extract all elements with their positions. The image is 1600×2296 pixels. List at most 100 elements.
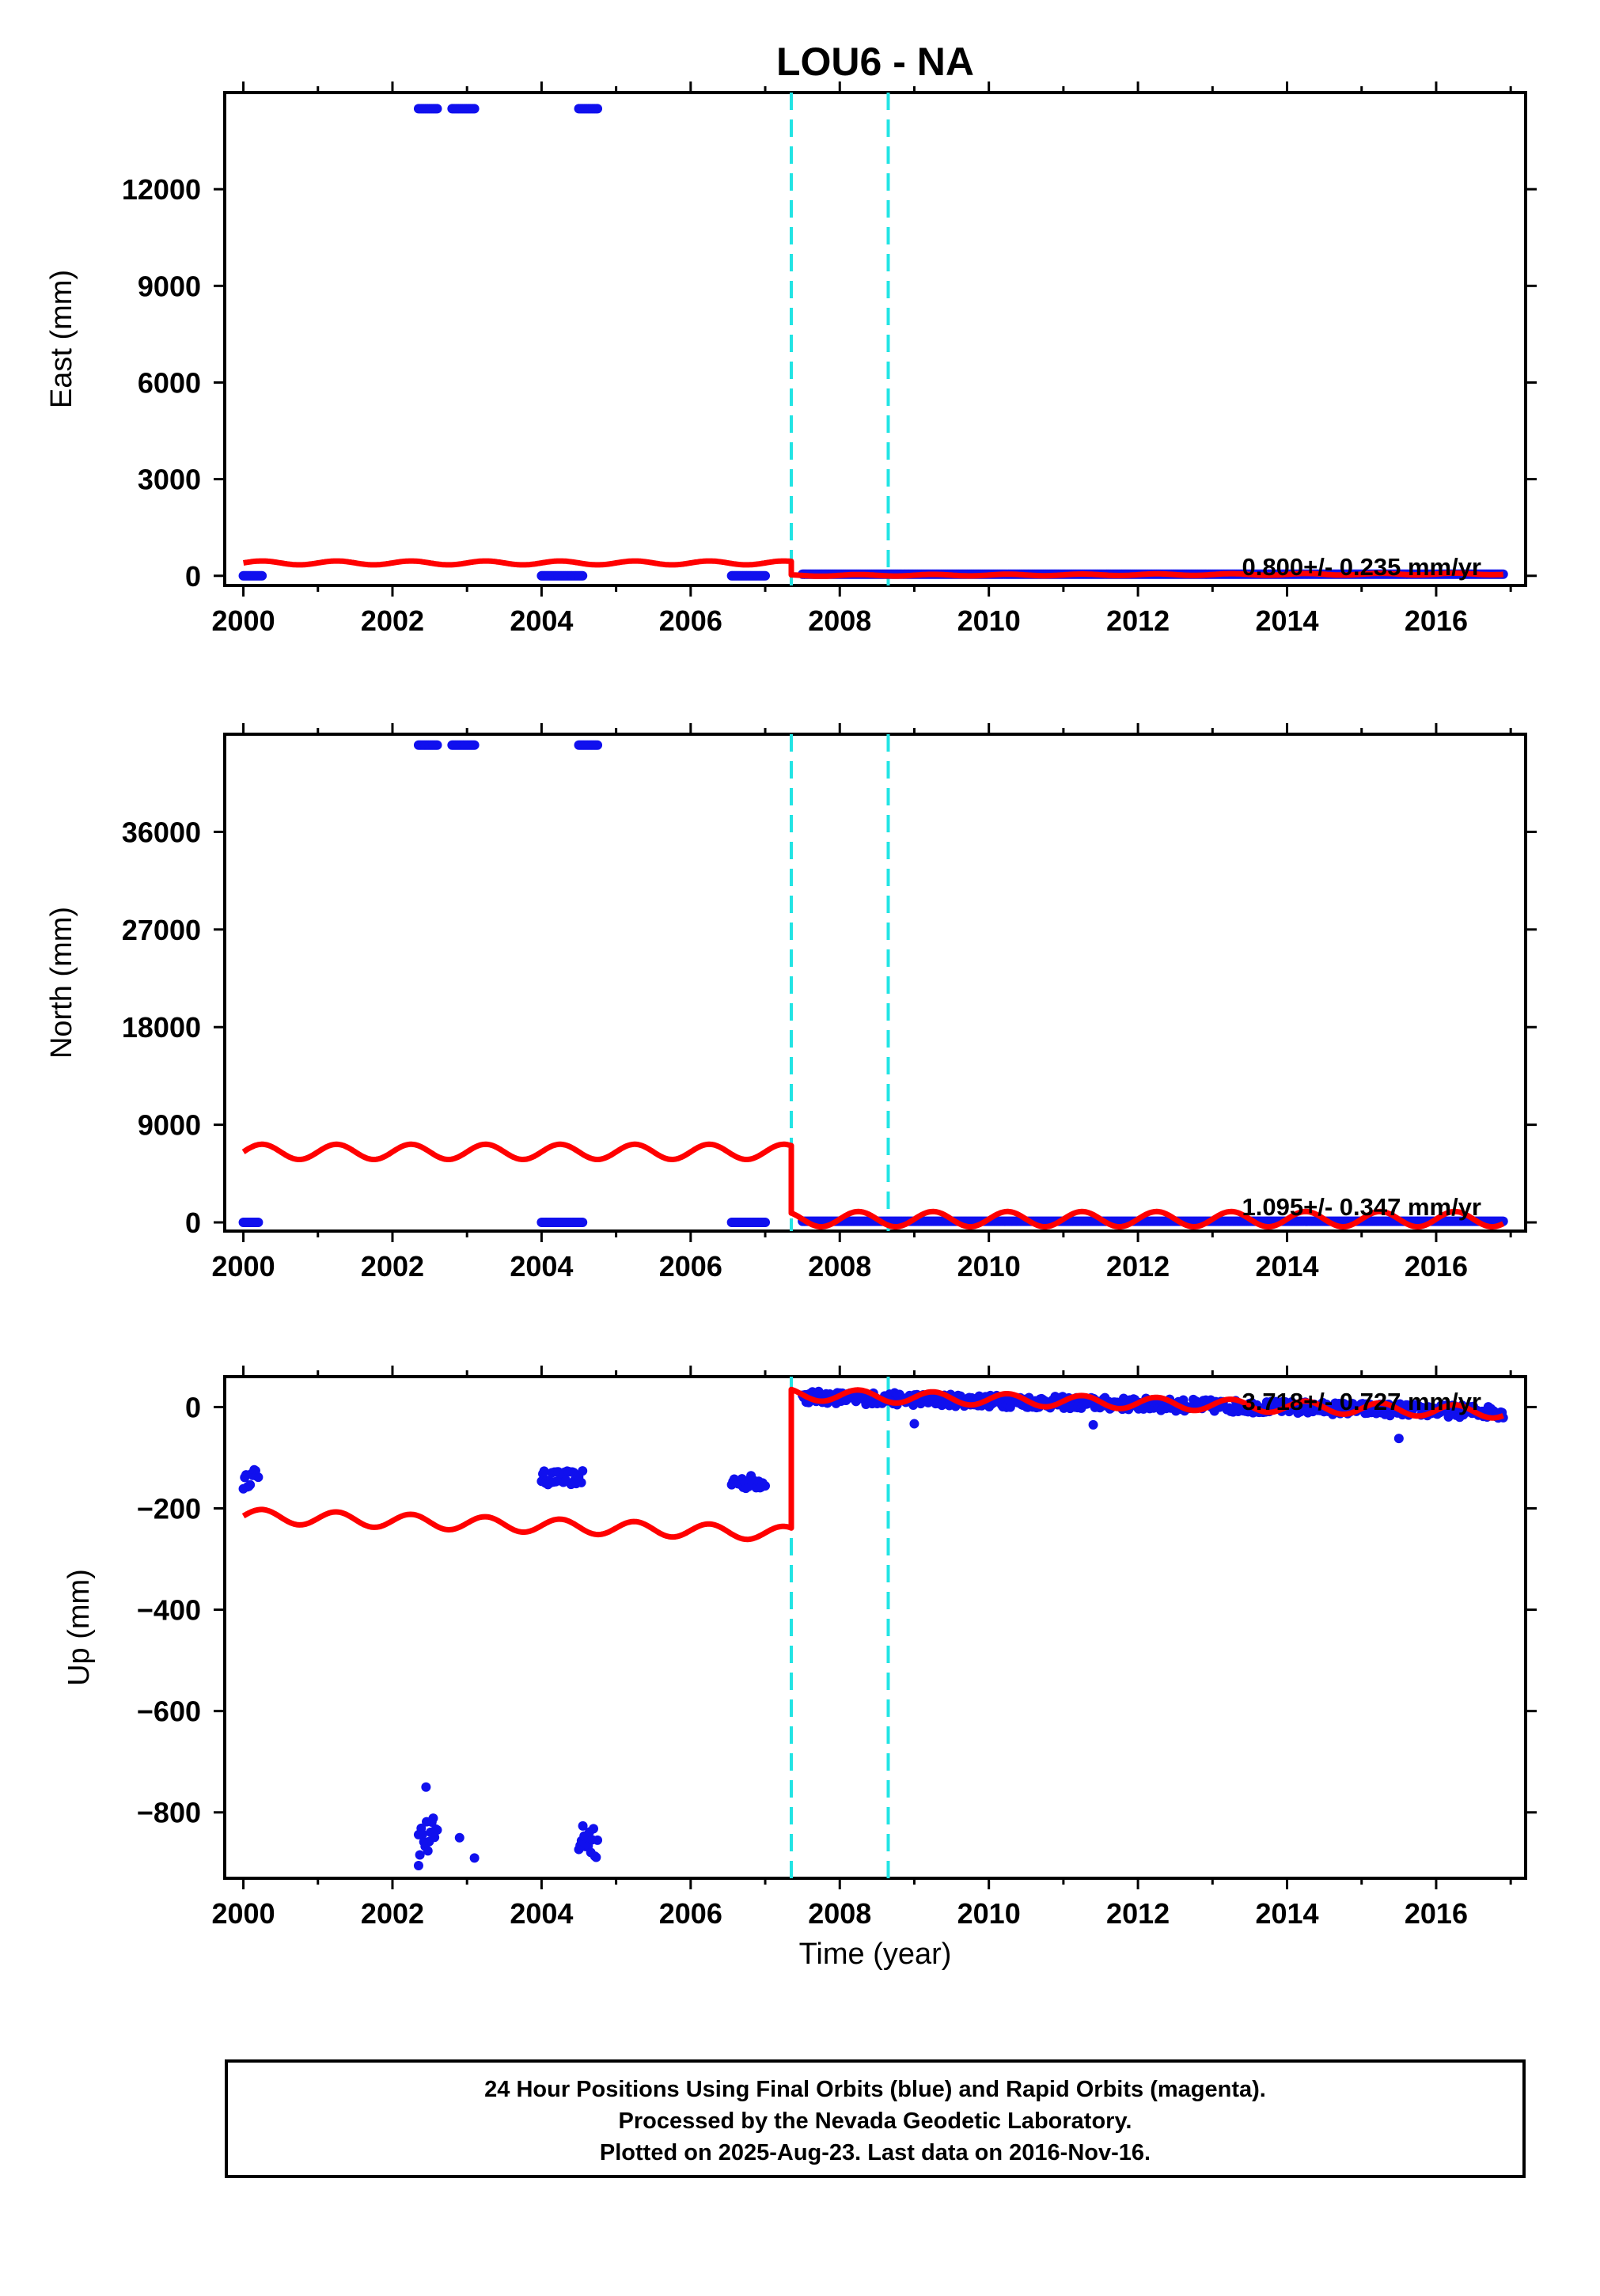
- data-layer-up: [238, 1377, 1508, 1878]
- x-tick-label: 2010: [957, 1250, 1021, 1283]
- x-tick-label: 2006: [659, 1250, 722, 1283]
- y-tick-label: 18000: [122, 1011, 201, 1044]
- y-tick-label: 0: [185, 1391, 201, 1423]
- data-point: [1443, 1411, 1454, 1422]
- data-point: [469, 104, 480, 114]
- data-point: [576, 1477, 586, 1487]
- x-tick-label: 2016: [1405, 1250, 1468, 1283]
- x-tick-label: 2004: [510, 1897, 573, 1930]
- velocity-label: 3.718+/- 0.727 mm/yr: [1242, 1388, 1481, 1415]
- x-tick-label: 2014: [1255, 1897, 1318, 1930]
- x-tick-label: 2008: [808, 1250, 871, 1283]
- data-layer-east: [238, 93, 1508, 585]
- data-point: [417, 1829, 427, 1839]
- y-tick-label: 0: [185, 560, 201, 593]
- x-tick-label: 2014: [1255, 604, 1318, 637]
- x-tick-label: 2002: [361, 1250, 424, 1283]
- y-tick-label: −800: [137, 1797, 201, 1829]
- data-point: [257, 570, 267, 581]
- data-point: [591, 1852, 601, 1862]
- data-point: [578, 1466, 588, 1476]
- x-tick-label: 2012: [1106, 1897, 1170, 1930]
- x-tick-label: 2000: [212, 604, 275, 637]
- plot-frame-east: [223, 91, 1527, 587]
- model-fit-line: [241, 1141, 1505, 1229]
- data-point: [1385, 1411, 1395, 1421]
- y-axis-label: East (mm): [45, 270, 78, 408]
- model-fit-line: [241, 1386, 1505, 1543]
- data-point: [589, 1824, 599, 1834]
- data-point: [430, 1832, 440, 1843]
- panel-north: 2000 2002 2004 2006 2008 2010 2012 2014 2016 0 900…: [45, 723, 1537, 1283]
- velocity-label: 1.095+/- 0.347 mm/yr: [1242, 1193, 1481, 1221]
- x-tick-label: 2004: [510, 604, 573, 637]
- panel-up: 2000 2002 2004 2006 2008 2010 2012 2014 2016 −800…: [63, 1366, 1537, 1930]
- x-tick-label: 2010: [957, 1897, 1021, 1930]
- legend-footer-box: 24 Hour Positions Using Final Orbits (bl…: [225, 2059, 1526, 2178]
- data-point: [578, 1821, 588, 1831]
- data-point: [593, 1835, 603, 1845]
- figure-title: LOU6 - NA: [776, 40, 974, 84]
- data-point: [909, 1419, 919, 1429]
- x-tick-label: 2008: [808, 1897, 871, 1930]
- x-tick-label: 2008: [808, 604, 871, 637]
- data-point: [469, 1853, 480, 1863]
- x-tick-label: 2010: [957, 604, 1021, 637]
- x-tick-label: 2006: [659, 604, 722, 637]
- data-point: [539, 1466, 549, 1476]
- data-point: [1088, 1419, 1098, 1430]
- y-tick-label: −200: [137, 1493, 201, 1525]
- y-axis-label: North (mm): [45, 907, 78, 1059]
- data-point: [760, 570, 771, 581]
- data-point: [469, 740, 480, 750]
- data-point: [421, 1782, 431, 1792]
- footer-line-orbits: 24 Hour Positions Using Final Orbits (bl…: [484, 2077, 1266, 2102]
- model-fit-line: [241, 558, 1504, 579]
- data-point: [428, 1813, 438, 1824]
- data-point: [423, 1846, 433, 1856]
- data-point: [593, 104, 603, 114]
- data-point: [415, 1850, 425, 1860]
- y-tick-label: 9000: [138, 1109, 201, 1142]
- footer-line-processed: Processed by the Nevada Geodetic Laborat…: [618, 2108, 1132, 2134]
- x-tick-label: 2006: [659, 1897, 722, 1930]
- x-tick-label: 2012: [1106, 1250, 1170, 1283]
- data-point: [253, 1218, 264, 1228]
- panel-east: 2000 2002 2004 2006 2008 2010 2012 2014 2016 0 300…: [45, 81, 1537, 637]
- x-tick-label: 2000: [212, 1250, 275, 1283]
- y-tick-label: 12000: [122, 173, 201, 206]
- plot-frame-north: [223, 733, 1527, 1233]
- data-point: [760, 1218, 771, 1228]
- x-tick-label: 2014: [1255, 1250, 1318, 1283]
- x-tick-label: 2016: [1405, 1897, 1468, 1930]
- y-tick-label: 36000: [122, 816, 201, 848]
- footer-line-plotted: Plotted on 2025-Aug-23. Last data on 201…: [599, 2140, 1151, 2165]
- x-tick-label: 2012: [1106, 604, 1170, 637]
- data-point: [1393, 1434, 1404, 1444]
- data-point: [454, 1832, 464, 1843]
- y-axis-label: Up (mm): [63, 1569, 96, 1686]
- y-tick-label: 3000: [138, 464, 201, 496]
- x-tick-label: 2000: [212, 1897, 275, 1930]
- data-point: [432, 1824, 442, 1835]
- data-point: [578, 1218, 588, 1228]
- x-tick-label: 2002: [361, 604, 424, 637]
- y-tick-label: 27000: [122, 914, 201, 946]
- x-tick-label: 2004: [510, 1250, 573, 1283]
- y-tick-label: 9000: [138, 270, 201, 302]
- data-point: [253, 1472, 264, 1483]
- data-point: [245, 1480, 256, 1490]
- data-point: [593, 740, 603, 750]
- x-tick-label: 2002: [361, 1897, 424, 1930]
- data-point: [432, 740, 442, 750]
- x-axis-label: Time (year): [799, 1938, 952, 1971]
- plot-frame-up: [223, 1375, 1527, 1880]
- data-layer-north: [238, 734, 1508, 1231]
- data-point: [413, 1860, 423, 1870]
- data-point: [432, 104, 442, 114]
- y-tick-label: −400: [137, 1594, 201, 1627]
- y-tick-label: −600: [137, 1695, 201, 1728]
- data-point: [578, 570, 588, 581]
- data-point: [760, 1480, 771, 1491]
- y-tick-label: 6000: [138, 366, 201, 399]
